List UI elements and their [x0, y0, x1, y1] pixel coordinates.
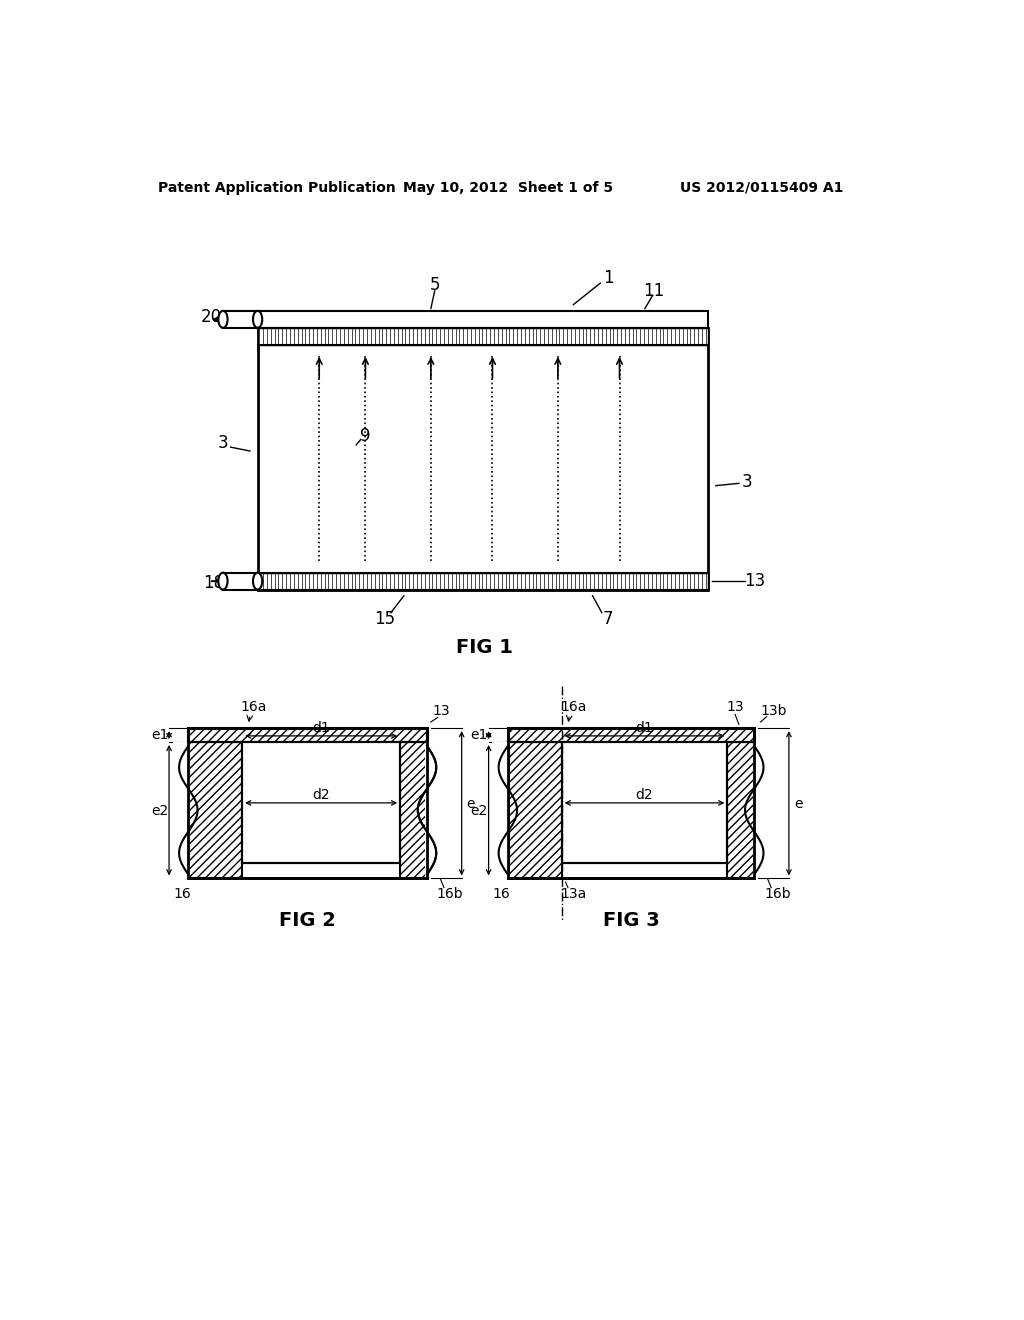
Bar: [562, 742, 727, 863]
Text: 11: 11: [643, 282, 665, 300]
Bar: [425, 742, 441, 878]
Text: FIG 1: FIG 1: [457, 638, 513, 657]
Text: 20: 20: [201, 308, 222, 326]
Bar: [243, 742, 400, 863]
Bar: [223, 312, 258, 327]
Text: US 2012/0115409 A1: US 2012/0115409 A1: [680, 181, 844, 194]
Text: d2: d2: [635, 788, 653, 803]
Text: e: e: [467, 797, 475, 810]
Bar: [493, 742, 509, 878]
Bar: [223, 573, 258, 590]
Text: 13: 13: [432, 705, 450, 718]
Ellipse shape: [218, 312, 227, 327]
Ellipse shape: [253, 573, 262, 590]
Text: 18: 18: [203, 574, 224, 593]
Text: e2: e2: [471, 804, 488, 817]
Bar: [258, 327, 708, 345]
Text: 13: 13: [743, 572, 765, 590]
Text: 3: 3: [741, 473, 752, 491]
Text: 13b: 13b: [760, 705, 786, 718]
Bar: [258, 327, 708, 590]
Text: d1: d1: [312, 721, 330, 735]
Text: 7: 7: [603, 610, 613, 628]
Text: d1: d1: [635, 721, 653, 735]
Text: 16b: 16b: [437, 887, 464, 900]
Text: 1: 1: [603, 269, 613, 286]
Text: FIG 3: FIG 3: [603, 911, 659, 931]
Bar: [753, 742, 768, 878]
Text: 15: 15: [374, 610, 395, 628]
Text: 16: 16: [173, 887, 191, 900]
Text: 16: 16: [493, 887, 511, 900]
Text: 13: 13: [726, 700, 743, 714]
Text: e: e: [794, 797, 803, 810]
Bar: [258, 573, 708, 590]
Text: 9: 9: [360, 426, 371, 445]
Ellipse shape: [218, 573, 227, 590]
Text: Patent Application Publication: Patent Application Publication: [158, 181, 395, 194]
Text: 13a: 13a: [560, 887, 587, 900]
Text: 5: 5: [429, 276, 440, 294]
Text: 3: 3: [218, 434, 228, 453]
Bar: [188, 742, 243, 878]
Bar: [508, 742, 562, 878]
Bar: [400, 742, 427, 878]
Bar: [727, 742, 755, 878]
Bar: [258, 312, 708, 327]
Bar: [188, 729, 427, 878]
Bar: [508, 729, 755, 878]
Text: d2: d2: [312, 788, 330, 803]
Text: e1: e1: [152, 729, 169, 742]
Bar: [188, 729, 427, 742]
Text: e2: e2: [152, 804, 168, 817]
Text: FIG 2: FIG 2: [280, 911, 336, 931]
Text: e1: e1: [471, 729, 488, 742]
Text: May 10, 2012  Sheet 1 of 5: May 10, 2012 Sheet 1 of 5: [402, 181, 613, 194]
Bar: [173, 742, 189, 878]
Text: 16b: 16b: [764, 887, 791, 900]
Ellipse shape: [253, 312, 262, 327]
Text: 16a: 16a: [241, 700, 267, 714]
Text: 16a: 16a: [560, 700, 587, 714]
Bar: [508, 729, 755, 742]
